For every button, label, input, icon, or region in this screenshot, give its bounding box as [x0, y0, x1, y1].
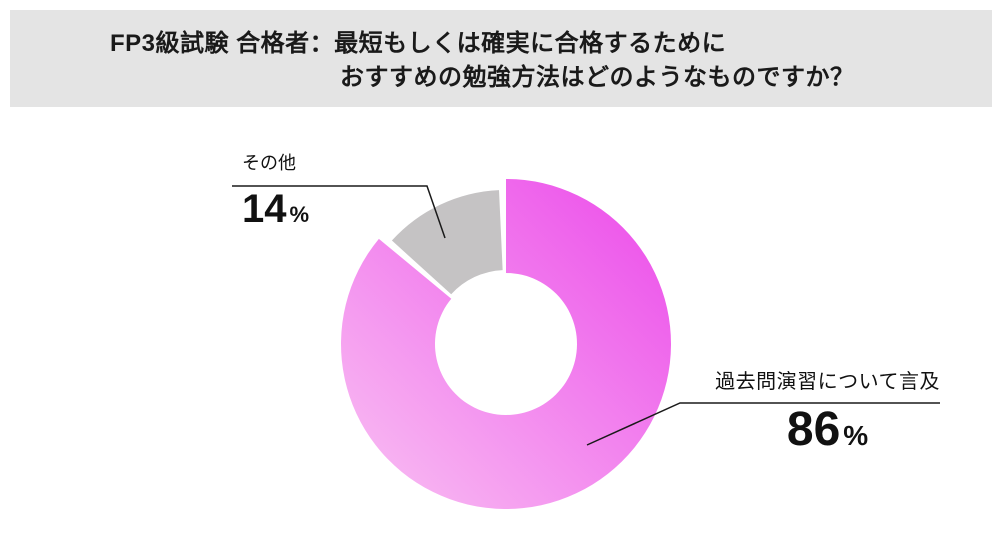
donut-slice-1 [391, 190, 503, 295]
question-banner: FP3級試験 合格者：最短もしくは確実に合格するために おすすめの勉強方法はどの… [10, 10, 992, 107]
donut-slice-0 [341, 179, 672, 509]
question-title-line1: FP3級試験 合格者：最短もしくは確実に合格するために [110, 30, 727, 57]
callout-other: その他 14 % [242, 152, 309, 229]
callout-other-unit: % [289, 202, 310, 227]
callout-main: 過去問演習について言及 86 % [715, 370, 940, 454]
question-title-line2: おすすめの勉強方法はどのようなものですか？ [340, 64, 855, 91]
callout-main-value: 86 [786, 403, 841, 456]
callout-other-label: その他 [242, 153, 296, 173]
callout-other-value: 14 [242, 187, 287, 231]
leader-line-main [586, 402, 940, 446]
donut-slices [341, 179, 672, 509]
callout-main-unit: % [843, 420, 869, 451]
callout-other-value-row: 14 % [242, 189, 309, 229]
leader-line-other [232, 185, 446, 239]
callout-main-label: 過去問演習について言及 [715, 371, 940, 393]
callout-main-value-row: 86 % [787, 406, 868, 454]
